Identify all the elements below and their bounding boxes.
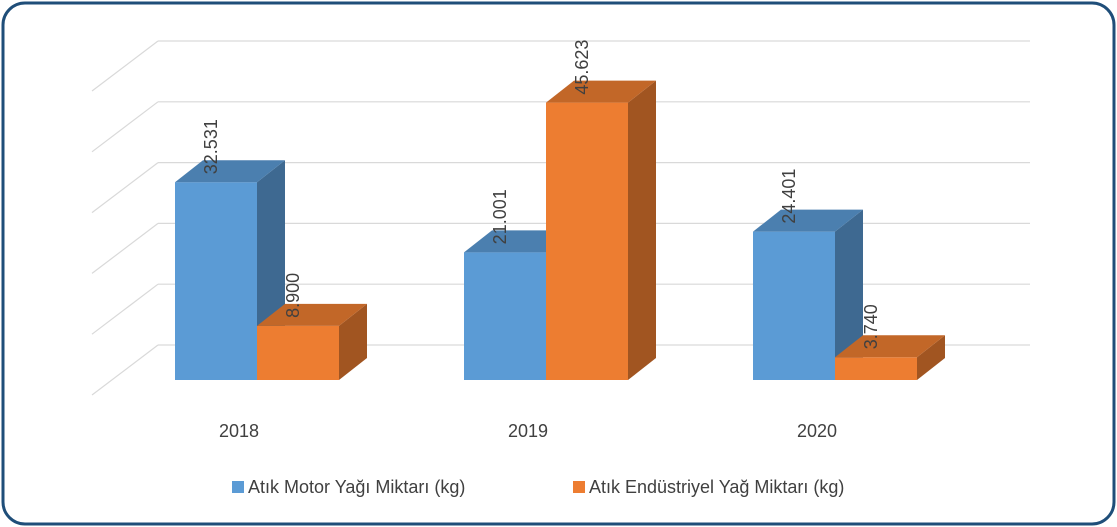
data-label: 45.623 [572, 40, 592, 95]
bar-top [175, 160, 285, 183]
grid-line [91, 101, 159, 153]
data-label: 8.900 [283, 273, 303, 318]
grid-line [91, 40, 159, 92]
data-label: 21.001 [490, 189, 510, 244]
legend-label: Atık Endüstriyel Yağ Miktarı (kg) [589, 477, 844, 497]
bar-top [753, 209, 863, 232]
bar-side [835, 209, 863, 380]
data-label: 3.740 [861, 304, 881, 349]
legend-label: Atık Motor Yağı Miktarı (kg) [248, 477, 465, 497]
bar-side [917, 335, 945, 380]
bar-top [835, 335, 945, 358]
grid-line [91, 222, 159, 274]
bar-top [546, 80, 656, 103]
bar-front [546, 102, 628, 381]
bar-front [464, 252, 546, 380]
x-tick-label: 2018 [219, 421, 259, 441]
bar-side [628, 80, 656, 381]
bar-side [339, 303, 367, 380]
data-label: 24.401 [779, 169, 799, 224]
bar-top [257, 303, 367, 326]
legend-swatch [232, 481, 244, 493]
bar-front [175, 182, 257, 380]
bar-front [257, 325, 339, 380]
x-tick-label: 2020 [797, 421, 837, 441]
bar-front [835, 357, 917, 380]
data-label: 32.531 [201, 119, 221, 174]
grid-line [91, 162, 159, 214]
legend-swatch [573, 481, 585, 493]
x-tick-label: 2019 [508, 421, 548, 441]
bar-front [753, 231, 835, 380]
grid-line [91, 344, 159, 396]
grid-line [91, 283, 159, 335]
